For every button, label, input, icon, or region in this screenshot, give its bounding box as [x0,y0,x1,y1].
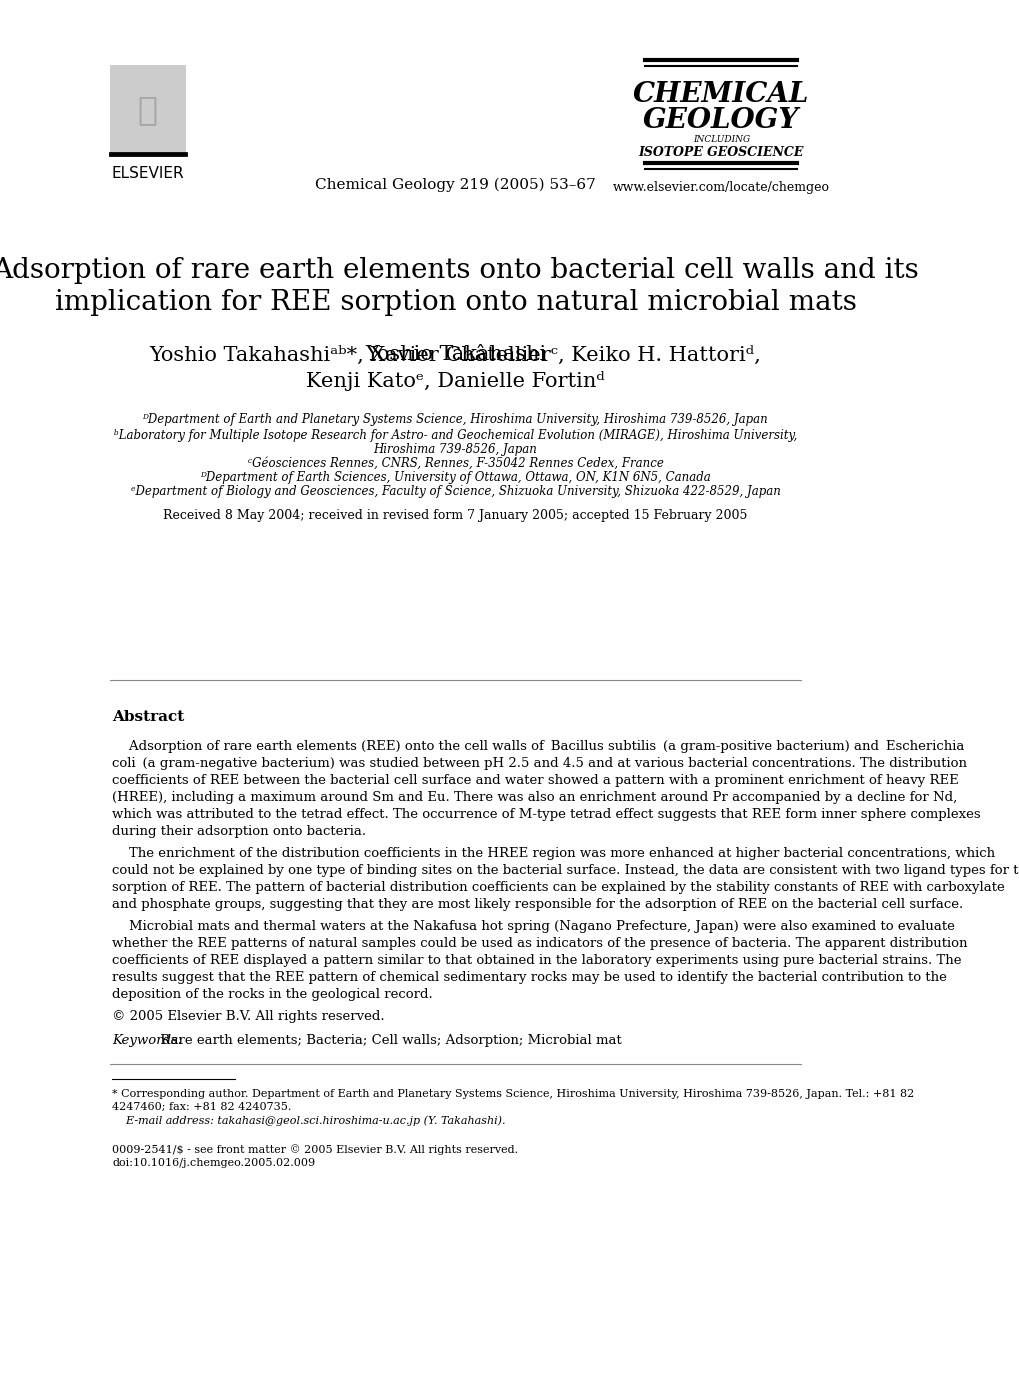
Text: The enrichment of the distribution coefficients in the HREE region was more enha: The enrichment of the distribution coeff… [112,847,995,859]
Text: ISOTOPE GEOSCIENCE: ISOTOPE GEOSCIENCE [638,145,803,159]
Text: whether the REE patterns of natural samples could be used as indicators of the p: whether the REE patterns of natural samp… [112,937,967,950]
Text: GEOLOGY: GEOLOGY [643,106,799,134]
Text: Hiroshima 739-8526, Japan: Hiroshima 739-8526, Japan [373,443,537,456]
Text: ᵇLaboratory for Multiple Isotope Research for Astro- and Geochemical Evolution (: ᵇLaboratory for Multiple Isotope Researc… [114,429,797,443]
Text: ᶜGéosciences Rennes, CNRS, Rennes, F-35042 Rennes Cedex, France: ᶜGéosciences Rennes, CNRS, Rennes, F-350… [248,457,662,469]
Text: Yoshio Takahashi: Yoshio Takahashi [365,345,545,365]
Text: Adsorption of rare earth elements (REE) onto the cell walls of  Bacillus subtili: Adsorption of rare earth elements (REE) … [112,740,964,754]
Text: coefficients of REE displayed a pattern similar to that obtained in the laborato: coefficients of REE displayed a pattern … [112,954,961,967]
Text: Yoshio Takahashiᵃᵇ*, Xavier Châtellierᶜ, Keiko H. Hattoriᵈ,: Yoshio Takahashiᵃᵇ*, Xavier Châtellierᶜ,… [150,345,760,365]
Text: 🌲: 🌲 [138,93,158,127]
Text: E-mail address: takahasi@geol.sci.hiroshima-u.ac.jp (Y. Takahashi).: E-mail address: takahasi@geol.sci.hirosh… [112,1114,505,1126]
Text: Received 8 May 2004; received in revised form 7 January 2005; accepted 15 Februa: Received 8 May 2004; received in revised… [163,510,747,522]
Text: Chemical Geology 219 (2005) 53–67: Chemical Geology 219 (2005) 53–67 [315,178,595,192]
Text: implication for REE sorption onto natural microbial mats: implication for REE sorption onto natura… [54,288,856,315]
Text: © 2005 Elsevier B.V. All rights reserved.: © 2005 Elsevier B.V. All rights reserved… [112,1010,384,1022]
Bar [110,65,185,155]
Text: ᴰDepartment of Earth and Planetary Systems Science, Hiroshima University, Hirosh: ᴰDepartment of Earth and Planetary Syste… [143,414,767,426]
Text: ELSEVIER: ELSEVIER [111,166,184,181]
Text: INCLUDING: INCLUDING [692,135,749,145]
Text: which was attributed to the tetrad effect. The occurrence of M-type tetrad effec: which was attributed to the tetrad effec… [112,808,980,820]
Text: results suggest that the REE pattern of chemical sedimentary rocks may be used t: results suggest that the REE pattern of … [112,971,946,983]
Text: CHEMICAL: CHEMICAL [633,82,809,109]
Text: coefficients of REE between the bacterial cell surface and water showed a patter: coefficients of REE between the bacteria… [112,775,958,787]
Text: during their adsorption onto bacteria.: during their adsorption onto bacteria. [112,825,366,839]
Text: and phosphate groups, suggesting that they are most likely responsible for the a: and phosphate groups, suggesting that th… [112,898,963,911]
Text: 4247460; fax: +81 82 4240735.: 4247460; fax: +81 82 4240735. [112,1102,291,1112]
Text: Adsorption of rare earth elements onto bacterial cell walls and its: Adsorption of rare earth elements onto b… [0,256,918,284]
Text: sorption of REE. The pattern of bacterial distribution coefficients can be expla: sorption of REE. The pattern of bacteria… [112,880,1004,894]
Text: Kenji Katoᵉ, Danielle Fortinᵈ: Kenji Katoᵉ, Danielle Fortinᵈ [306,371,604,391]
Text: doi:10.1016/j.chemgeo.2005.02.009: doi:10.1016/j.chemgeo.2005.02.009 [112,1158,315,1167]
Text: ᵉDepartment of Biology and Geosciences, Faculty of Science, Shizuoka University,: ᵉDepartment of Biology and Geosciences, … [130,485,780,497]
Text: www.elsevier.com/locate/chemgeo: www.elsevier.com/locate/chemgeo [612,181,829,195]
Text: Rare earth elements; Bacteria; Cell walls; Adsorption; Microbial mat: Rare earth elements; Bacteria; Cell wall… [156,1034,622,1048]
Text: Abstract: Abstract [112,710,184,724]
Text: could not be explained by one type of binding sites on the bacterial surface. In: could not be explained by one type of bi… [112,864,1019,878]
Text: Keywords:: Keywords: [112,1034,182,1048]
Text: (HREE), including a maximum around Sm and Eu. There was also an enrichment aroun: (HREE), including a maximum around Sm an… [112,791,957,804]
Text: * Corresponding author. Department of Earth and Planetary Systems Science, Hiros: * Corresponding author. Department of Ea… [112,1089,913,1099]
Text: Microbial mats and thermal waters at the Nakafusa hot spring (Nagano Prefecture,: Microbial mats and thermal waters at the… [112,919,954,933]
Text: coli  (a gram-negative bacterium) was studied between pH 2.5 and 4.5 and at vari: coli (a gram-negative bacterium) was stu… [112,756,966,770]
Text: deposition of the rocks in the geological record.: deposition of the rocks in the geologica… [112,988,432,1002]
Text: 0009-2541/$ - see front matter © 2005 Elsevier B.V. All rights reserved.: 0009-2541/$ - see front matter © 2005 El… [112,1144,518,1155]
Text: ᴰDepartment of Earth Sciences, University of Ottawa, Ottawa, ON, K1N 6N5, Canada: ᴰDepartment of Earth Sciences, Universit… [200,471,710,483]
